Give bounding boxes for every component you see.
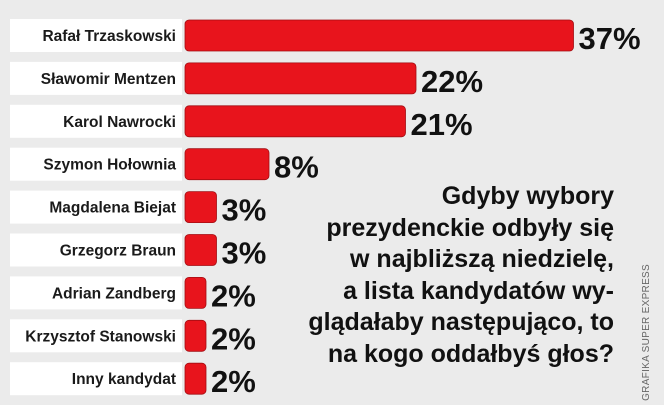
bar [184,234,217,266]
category-label-box [10,19,182,52]
bar-row: Grzegorz Braun 3% [10,233,267,271]
value-label: 8% [274,150,319,185]
value-label: 21% [411,107,473,142]
value-label: 2% [211,364,256,399]
bar [184,62,417,95]
bar [184,105,406,138]
category-label: Szymon Hołownia [43,157,176,174]
value-label: 3% [222,236,267,271]
bar-row: Rafał Trzaskowski 37% [10,19,641,56]
value-label: 2% [211,321,256,356]
category-label-box [10,319,182,353]
category-label: Karol Nawrocki [63,114,176,131]
category-label: Rafał Trzaskowski [42,28,176,45]
bar [184,276,207,309]
category-label-box [10,276,182,310]
category-label-box [10,104,182,138]
category-label-box [10,233,182,267]
category-label: Grzegorz Braun [60,243,176,260]
graphic-credit: GRAFIKA SUPER EXPRESS [641,264,652,401]
category-label: Krzysztof Stanowski [25,328,176,345]
category-label-box [10,61,182,95]
bar-row: Karol Nawrocki 21% [10,104,473,142]
value-label: 3% [222,193,267,228]
bar-row: Adrian Zandberg 2% [10,276,256,313]
bar-row: Inny kandydat 2% [10,362,256,399]
value-label: 22% [421,64,483,99]
value-label: 37% [579,21,641,56]
bar [184,191,217,224]
category-label-box [10,362,182,396]
bar [184,148,270,181]
category-label: Magdalena Biejat [49,200,176,217]
bar [184,19,574,52]
bar-row: Sławomir Mentzen 22% [10,61,483,99]
category-label-box [10,190,182,224]
category-label: Inny kandydat [72,371,176,388]
bar-row: Krzysztof Stanowski 2% [10,319,256,356]
bar [184,319,207,352]
value-label: 2% [211,278,256,313]
category-label: Sławomir Mentzen [41,71,176,88]
bar [184,362,207,395]
category-label-box [10,147,182,181]
survey-question: Gdyby wybory prezydenckie odbyły się w n… [308,182,614,368]
bar-row: Szymon Hołownia 8% [10,147,319,185]
bar-row: Magdalena Biejat 3% [10,190,267,228]
category-label: Adrian Zandberg [52,285,176,302]
